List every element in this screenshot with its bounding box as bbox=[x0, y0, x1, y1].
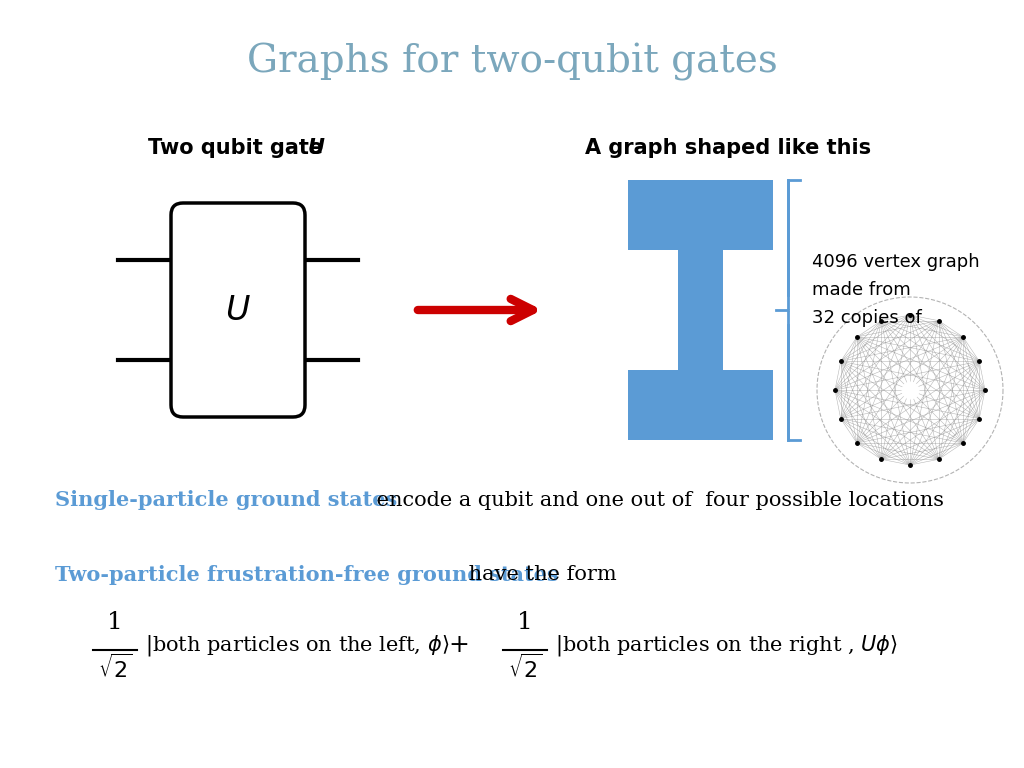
Text: U: U bbox=[308, 138, 325, 158]
Text: Graphs for two-qubit gates: Graphs for two-qubit gates bbox=[247, 43, 777, 81]
Text: $\sqrt{2}$: $\sqrt{2}$ bbox=[508, 654, 543, 683]
Text: Two qubit gate: Two qubit gate bbox=[148, 138, 331, 158]
Bar bbox=[628, 370, 772, 440]
Text: Single-particle ground states: Single-particle ground states bbox=[55, 490, 397, 510]
Bar bbox=[678, 250, 723, 370]
Text: $|$both particles on the right , $U\phi\rangle$: $|$both particles on the right , $U\phi\… bbox=[555, 633, 898, 657]
Text: A graph shaped like this: A graph shaped like this bbox=[585, 138, 871, 158]
Text: $|$both particles on the left, $\phi\rangle$: $|$both particles on the left, $\phi\ran… bbox=[145, 633, 450, 657]
Text: Two-particle frustration-free ground states: Two-particle frustration-free ground sta… bbox=[55, 565, 559, 585]
FancyBboxPatch shape bbox=[171, 203, 305, 417]
Bar bbox=[628, 180, 772, 250]
Text: 1: 1 bbox=[108, 611, 123, 634]
Text: $\sqrt{2}$: $\sqrt{2}$ bbox=[97, 654, 132, 683]
Text: have the form: have the form bbox=[462, 565, 616, 584]
Text: 4096 vertex graph
made from
32 copies of: 4096 vertex graph made from 32 copies of bbox=[812, 253, 980, 327]
Text: 1: 1 bbox=[517, 611, 532, 634]
Text: encode a qubit and one out of  four possible locations: encode a qubit and one out of four possi… bbox=[370, 491, 944, 509]
Text: $U$: $U$ bbox=[225, 293, 251, 326]
Text: $+$: $+$ bbox=[447, 633, 468, 657]
